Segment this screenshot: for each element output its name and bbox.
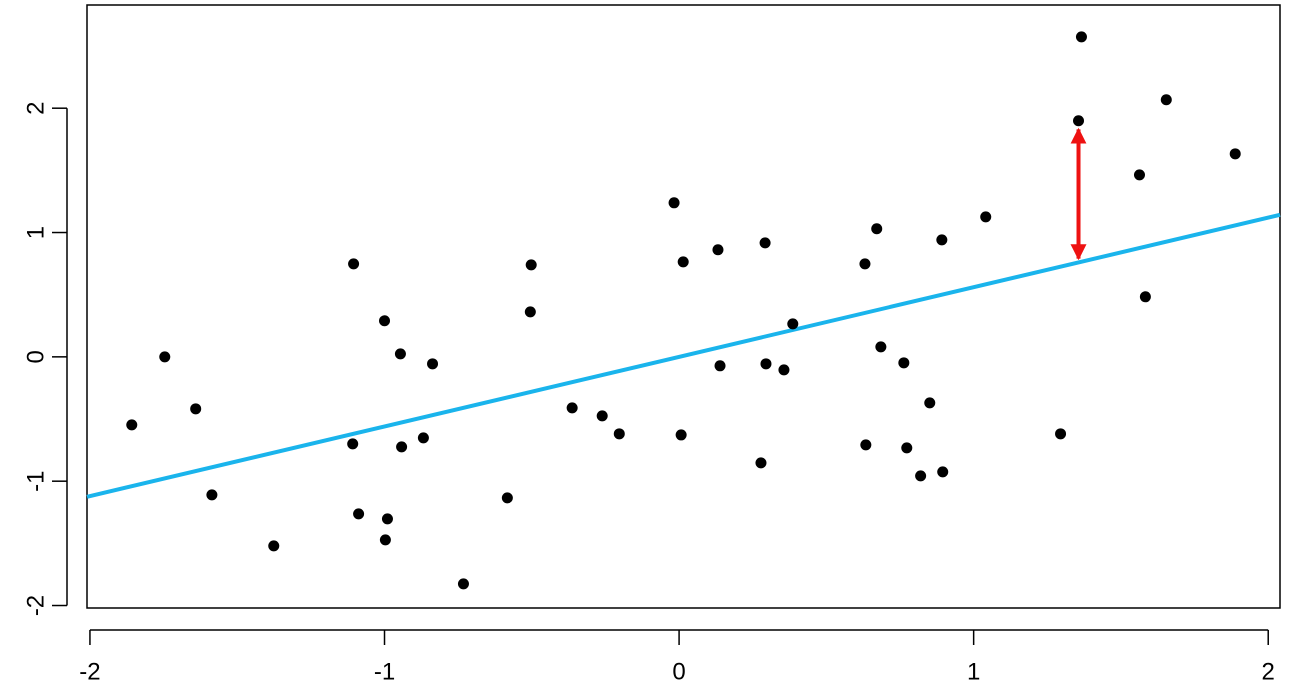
point [898,357,910,369]
y-tick-label: 1 [22,226,49,239]
point [1055,428,1067,440]
point [394,348,406,360]
point [1229,148,1241,160]
point [525,259,537,271]
point [787,318,799,330]
point [677,256,689,268]
x-tick-label: -1 [374,658,395,685]
x-tick-label: 0 [672,658,685,685]
regression-line [86,212,1281,499]
point [348,258,360,270]
x-tick-label: 2 [1262,658,1275,685]
point [915,470,927,482]
point [613,428,625,440]
y-tick-label: 0 [22,350,49,363]
point [126,419,138,431]
y-tick-label: 2 [22,102,49,115]
y-tick-label: -2 [22,595,49,616]
point [524,306,536,318]
point [159,351,171,363]
point [396,441,408,453]
point [427,358,439,370]
y-tick-label: -1 [22,471,49,492]
point [501,492,513,504]
point [381,513,393,525]
point [755,457,767,469]
point [457,578,469,590]
point [417,432,429,444]
point [936,234,948,246]
plot-box [86,4,1281,609]
point [759,237,771,249]
point [596,410,608,422]
point [760,358,772,370]
point [871,223,883,235]
point [859,258,871,270]
point [860,439,872,451]
point [712,244,724,256]
x-tick-label: -2 [79,658,100,685]
point [566,402,578,414]
x-tick-label: 1 [967,658,980,685]
point [1139,291,1151,303]
point [778,364,790,376]
point [924,397,936,409]
point [353,508,365,520]
point [937,466,949,478]
point [901,442,913,454]
point [379,315,391,327]
point [190,403,202,415]
point [875,341,887,353]
point [1160,94,1172,106]
point [347,438,359,450]
point [206,489,218,501]
point [980,211,992,223]
point [675,429,687,441]
point [1133,169,1145,181]
point [379,534,391,546]
point [268,540,280,552]
point [1073,115,1085,127]
point [714,360,726,372]
point [1075,31,1087,43]
point [668,197,680,209]
